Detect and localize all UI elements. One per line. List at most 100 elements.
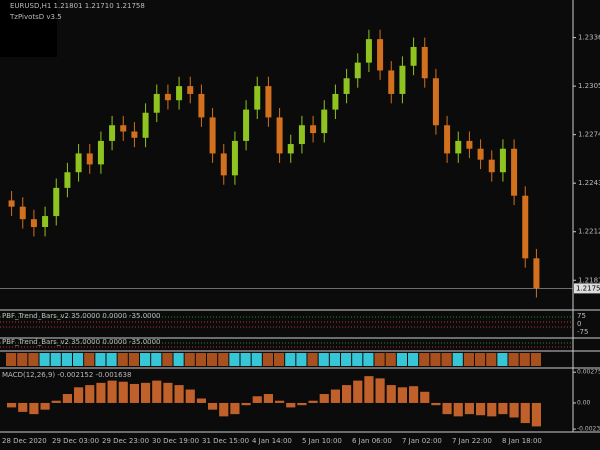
candle-body xyxy=(287,144,294,154)
candle-body xyxy=(421,46,428,79)
macd-bar xyxy=(509,402,519,418)
price-label: 1.23050 xyxy=(578,82,600,90)
candle-body xyxy=(477,148,484,160)
indicator-name: TzPivotsD v3.5 xyxy=(9,13,62,21)
time-label: 5 Jan 10:00 xyxy=(302,437,342,445)
candle-body xyxy=(432,78,439,126)
macd-bar xyxy=(342,385,352,403)
candle-body xyxy=(444,125,451,154)
candle-body xyxy=(243,109,250,141)
price-label: 1.22740 xyxy=(578,131,600,139)
macd-bar xyxy=(85,385,95,403)
trend-bar xyxy=(117,353,128,366)
trend-bar xyxy=(408,353,419,366)
macd-bar xyxy=(330,389,340,403)
pane-label: MACD(12,26,9) -0.002152 -0.001638 xyxy=(2,371,131,379)
candle-body xyxy=(321,109,328,134)
candle-body xyxy=(522,195,529,259)
macd-bar xyxy=(386,385,396,403)
candle-body xyxy=(109,125,116,141)
candle-body xyxy=(254,86,261,110)
macd-bar xyxy=(498,402,508,415)
candle-body xyxy=(343,78,350,94)
last-price-label: 1.21758 xyxy=(576,284,600,292)
macd-bar xyxy=(185,389,195,403)
trend-bar xyxy=(229,353,240,366)
candle-body xyxy=(164,93,171,101)
trend-bar xyxy=(463,353,474,366)
trend-bar xyxy=(151,353,162,366)
macd-bar xyxy=(241,402,251,406)
macd-bar xyxy=(476,402,486,416)
candle-body xyxy=(410,46,417,66)
macd-bar xyxy=(129,383,139,403)
trend-bar xyxy=(240,353,251,366)
trend-bar xyxy=(251,353,262,366)
trend-bar xyxy=(475,353,486,366)
trend-bar xyxy=(128,353,139,366)
macd-bar xyxy=(208,402,218,410)
candle-body xyxy=(187,86,194,94)
price-label: 1.22430 xyxy=(578,179,600,187)
macd-bar xyxy=(152,380,162,403)
trend-bar xyxy=(39,353,50,366)
macd-bar xyxy=(62,394,72,403)
candle-body xyxy=(131,131,138,138)
macd-bar xyxy=(487,402,497,417)
macd-bar xyxy=(397,387,407,403)
symbol-header: EURUSD,H1 1.21801 1.21710 1.21758 xyxy=(10,2,145,10)
trend-bar xyxy=(162,353,173,366)
macd-bar xyxy=(174,385,184,403)
candle-body xyxy=(298,125,305,145)
trend-bar xyxy=(519,353,530,366)
trend-bar xyxy=(352,353,363,366)
trend-dots xyxy=(0,316,573,348)
macd-bar xyxy=(453,402,463,417)
candle-body xyxy=(220,153,227,176)
macd-bar xyxy=(531,402,541,427)
trend-bar xyxy=(341,353,352,366)
candle-body xyxy=(209,117,216,154)
macd-bar xyxy=(196,398,206,403)
candle-body xyxy=(97,140,104,165)
trend-bar xyxy=(441,353,452,366)
candle-body xyxy=(30,219,37,228)
candle-body xyxy=(153,93,160,113)
time-label: 30 Dec 19:00 xyxy=(152,437,199,445)
macd-bar xyxy=(442,402,452,415)
trend-bar xyxy=(508,353,519,366)
trend-bar xyxy=(106,353,117,366)
trend-bar xyxy=(374,353,385,366)
price-label: 1.23360 xyxy=(578,34,600,42)
trend-bar xyxy=(307,353,318,366)
trend-bar xyxy=(285,353,296,366)
trend-bar xyxy=(262,353,273,366)
macd-bar xyxy=(219,402,229,417)
time-label: 29 Dec 23:00 xyxy=(102,437,149,445)
candle-body xyxy=(198,93,205,118)
macd-bar xyxy=(375,378,385,403)
trend-bar xyxy=(452,353,463,366)
macd-bar xyxy=(141,382,151,403)
trend-bar xyxy=(195,353,206,366)
candle-body xyxy=(8,200,15,207)
trend-bar xyxy=(486,353,497,366)
pane-label: PBF_Trend_Bars_v2 35.0000 0.0000 -35.000… xyxy=(2,312,161,320)
candle-body xyxy=(142,112,149,138)
candle-body xyxy=(176,86,183,101)
trend-bar xyxy=(73,353,84,366)
candle-body xyxy=(64,172,71,188)
candle-body xyxy=(488,159,495,173)
info-box xyxy=(0,0,57,57)
trend-bar xyxy=(173,353,184,366)
trend-bar xyxy=(274,353,285,366)
macd-bar xyxy=(464,402,474,415)
macd-bar xyxy=(7,402,17,408)
pane-scale: -75 xyxy=(577,328,588,336)
pane-scale: 0 xyxy=(577,320,581,328)
macd-bar xyxy=(420,391,430,403)
macd-bar xyxy=(286,402,296,408)
macd-bar xyxy=(308,400,318,403)
macd-bar xyxy=(431,402,441,406)
